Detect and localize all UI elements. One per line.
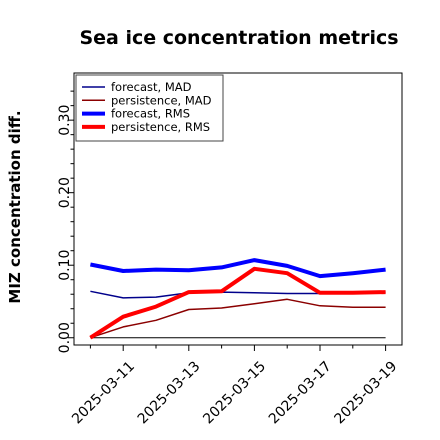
y-tick-label: 0.20 xyxy=(57,177,73,208)
legend-label-1: forecast, MAD xyxy=(111,80,192,94)
x-tick-label: 2025-03-11 xyxy=(69,358,138,427)
plot-area xyxy=(73,72,403,346)
chart-title: Sea ice concentration metrics xyxy=(79,27,398,49)
legend-label-3: forecast, RMS xyxy=(111,107,190,121)
x-axis: 2025-03-112025-03-132025-03-152025-03-17… xyxy=(69,345,400,427)
y-tick-label: 0.00 xyxy=(57,322,73,353)
y-axis-label: MIZ concentration diff. xyxy=(6,110,24,303)
y-axis: 0.00 0.10 0.20 0.30 xyxy=(57,90,74,353)
x-tick-label: 2025-03-17 xyxy=(266,358,335,427)
y-tick-label: 0.10 xyxy=(57,250,73,281)
series-line-3 xyxy=(90,258,386,279)
x-tick-label: 2025-03-15 xyxy=(200,358,269,427)
series-line-4 xyxy=(89,266,386,340)
plot-frame xyxy=(73,72,403,346)
x-tick-label: 2025-03-13 xyxy=(135,358,204,427)
legend-label-2: persistence, MAD xyxy=(111,93,212,107)
x-tick-label: 2025-03-19 xyxy=(332,358,401,427)
legend-box xyxy=(75,74,224,142)
legend-label-4: persistence, RMS xyxy=(111,120,210,134)
series-line-2 xyxy=(90,298,386,339)
y-tick-label: 0.30 xyxy=(57,105,73,136)
